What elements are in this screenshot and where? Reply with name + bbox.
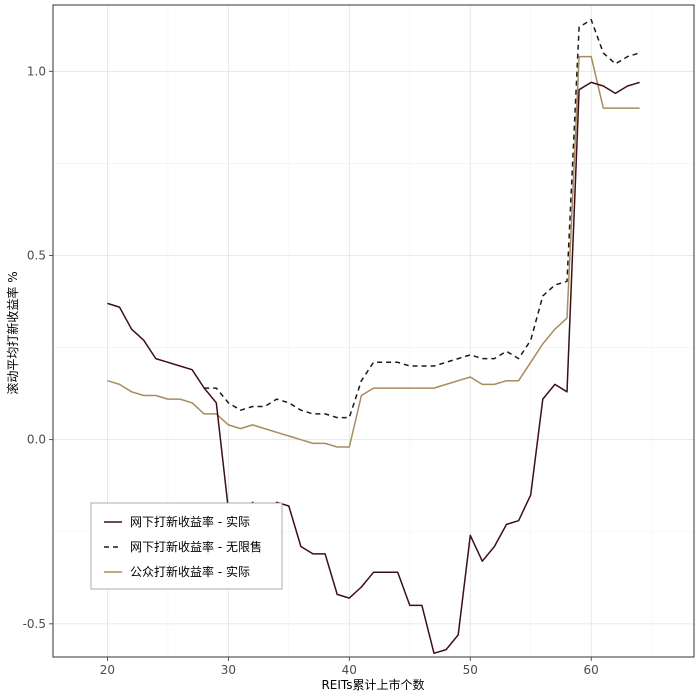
axis-ticks: [49, 70, 592, 661]
legend-box: [90, 502, 283, 590]
x-axis-title: REITs累计上市个数: [321, 677, 424, 692]
x-tick-label: 30: [221, 663, 236, 677]
legend-label-1: 网下打新收益率 - 实际: [130, 514, 250, 529]
y-tick-label: 0.5: [27, 248, 46, 262]
y-tick-label: 0.0: [27, 433, 46, 447]
x-tick-labels: 20 30 40 50 60: [100, 663, 599, 677]
legend: 网下打新收益率 - 实际 网下打新收益率 - 无限售 公众打新收益率 - 实际: [90, 502, 283, 590]
legend-label-3: 公众打新收益率 - 实际: [130, 564, 250, 579]
series-line-2: [204, 18, 640, 419]
plot-border: [52, 4, 695, 658]
y-tick-label: 1.0: [27, 64, 46, 78]
x-tick-label: 60: [584, 663, 599, 677]
y-tick-labels: -0.5 0.0 0.5 1.0: [23, 64, 46, 631]
legend-item: 网下打新收益率 - 实际: [104, 514, 250, 529]
y-axis-title: 滚动平均打新收益率 %: [5, 271, 20, 394]
legend-item: 网下打新收益率 - 无限售: [104, 539, 262, 554]
x-tick-label: 20: [100, 663, 115, 677]
x-tick-label: 40: [342, 663, 357, 677]
legend-label-2: 网下打新收益率 - 无限售: [130, 539, 262, 554]
y-tick-label: -0.5: [23, 617, 46, 631]
x-tick-label: 50: [463, 663, 478, 677]
series-lines: [107, 18, 640, 655]
series-line-1: [107, 81, 640, 655]
legend-item: 公众打新收益率 - 实际: [104, 564, 250, 579]
series-line-3: [107, 55, 640, 448]
